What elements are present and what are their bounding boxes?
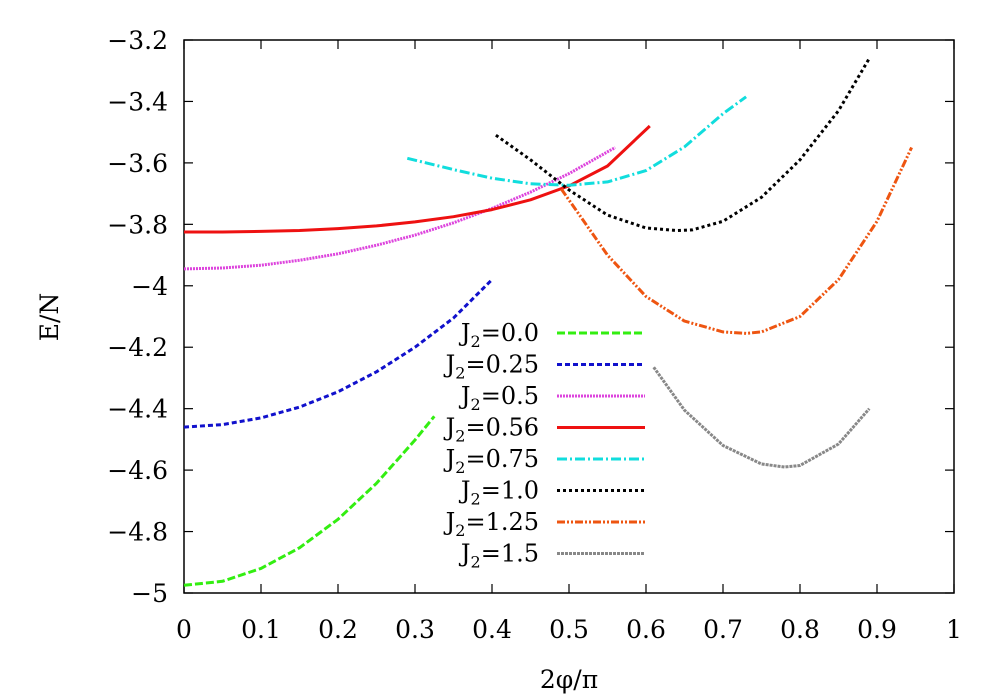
y-tick-label: −4.6 xyxy=(107,456,168,485)
series-group xyxy=(183,57,913,587)
x-tick-label: 1 xyxy=(946,615,962,644)
series-line-7 xyxy=(652,366,871,469)
plot-frame xyxy=(183,39,955,594)
y-axis-label: E/N xyxy=(35,293,64,342)
series-line-4 xyxy=(406,95,747,187)
y-tick-label: −4.8 xyxy=(107,518,168,547)
legend-label: J2=0.5 xyxy=(458,382,539,414)
x-tick-label: 0.2 xyxy=(318,615,358,644)
y-tick-label: −4.2 xyxy=(107,333,168,362)
legend-label: J2=1.0 xyxy=(458,477,539,509)
x-tick-label: 0.5 xyxy=(549,615,589,644)
legend-label: J2=0.75 xyxy=(443,445,539,477)
legend-label: J2=1.25 xyxy=(443,508,539,540)
legend-label: J2=0.0 xyxy=(458,319,539,351)
series-line-5 xyxy=(495,57,871,232)
y-tick-label: −4 xyxy=(131,272,168,301)
x-tick-label: 0.6 xyxy=(626,615,666,644)
y-tick-label: −3.4 xyxy=(107,87,168,116)
legend-label: J2=0.56 xyxy=(443,414,539,446)
series-line-0 xyxy=(183,415,436,587)
ticks: 0 0.1 0.2 0.3 0.4 0.5 0.6 0.7 0.8 0.9 1 −5 −4.8 −4.6 −… xyxy=(107,26,962,644)
legend-label: J2=1.5 xyxy=(458,540,539,572)
legend: J2=0.0J2=0.25J2=0.5J2=0.56J2=0.75J2=1.0J… xyxy=(443,319,645,572)
x-tick-label: 0.7 xyxy=(703,615,743,644)
legend-label: J2=0.25 xyxy=(443,351,539,383)
x-tick-label: 0 xyxy=(176,615,192,644)
y-tick-label: −3.6 xyxy=(107,149,168,178)
series-line-1 xyxy=(183,278,494,429)
y-tick-label: −5 xyxy=(131,579,168,608)
x-tick-label: 0.1 xyxy=(241,615,281,644)
x-tick-label: 0.9 xyxy=(857,615,897,644)
x-tick-label: 0.8 xyxy=(780,615,820,644)
y-tick-label: −3.8 xyxy=(107,210,168,239)
y-tick-label: −3.2 xyxy=(107,26,168,55)
series-line-6 xyxy=(560,146,913,335)
x-tick-label: 0.3 xyxy=(395,615,435,644)
series-line-2 xyxy=(183,146,616,271)
y-tick-label: −4.4 xyxy=(107,395,168,424)
x-tick-label: 0.4 xyxy=(472,615,512,644)
x-axis-label: 2φ/π xyxy=(540,665,598,694)
